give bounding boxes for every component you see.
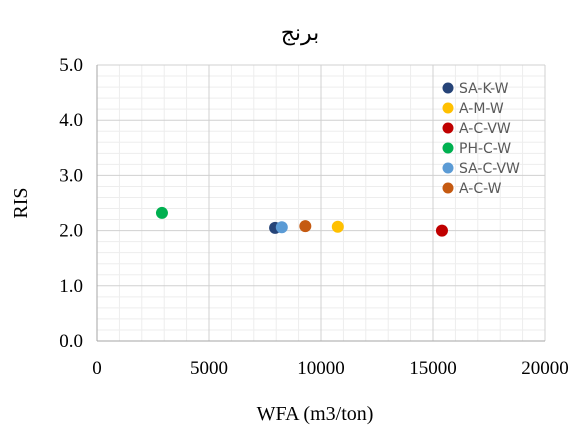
data-point-ph-c-w (155, 206, 168, 219)
data-points (155, 206, 448, 237)
legend-label: A-M-W (459, 101, 504, 117)
legend-label: SA-C-VW (459, 161, 520, 177)
x-tick-label: 5000 (190, 358, 228, 379)
axes (96, 65, 545, 342)
y-tick-label: 2.0 (59, 221, 83, 242)
data-point-sa-c-vw (275, 221, 288, 234)
legend-label: A-C-VW (459, 121, 511, 137)
x-tick-label: 10000 (297, 358, 345, 379)
x-tick-label: 0 (92, 358, 102, 379)
legend-marker-a-c-w (442, 182, 454, 194)
y-tick-label: 3.0 (59, 165, 83, 186)
legend-marker-a-m-w (442, 102, 454, 114)
legend-marker-ph-c-w (442, 142, 454, 154)
data-point-a-m-w (331, 220, 344, 233)
legend-marker-a-c-vw (442, 122, 454, 134)
y-axis-label: RIS (10, 187, 32, 218)
y-tick-label: 4.0 (59, 110, 83, 131)
x-tick-label: 15000 (409, 358, 457, 379)
grid (96, 64, 546, 342)
y-tick-label: 5.0 (59, 55, 83, 76)
data-point-a-c-vw (435, 224, 448, 237)
legend-marker-sa-k-w (442, 82, 454, 94)
x-tick-label: 20000 (521, 358, 569, 379)
legend-label: SA-K-W (459, 81, 509, 97)
chart-title: برنج (281, 21, 320, 46)
data-point-a-c-w (299, 220, 312, 233)
y-tick-label: 0.0 (59, 331, 83, 352)
tick-labels: 0 5000 10000 15000 20000 0.0 1.0 2.0 3.0 4.0 5.0 (59, 55, 569, 379)
legend-label: A-C-W (459, 181, 502, 197)
legend-label: PH-C-W (459, 141, 511, 157)
x-axis-label: WFA (m3/ton) (257, 403, 374, 425)
legend-marker-sa-c-vw (442, 162, 454, 174)
legend: SA-K-W A-M-W A-C-VW PH-C-W SA-C-VW A-C-W (442, 81, 520, 197)
y-tick-label: 1.0 (59, 276, 83, 297)
